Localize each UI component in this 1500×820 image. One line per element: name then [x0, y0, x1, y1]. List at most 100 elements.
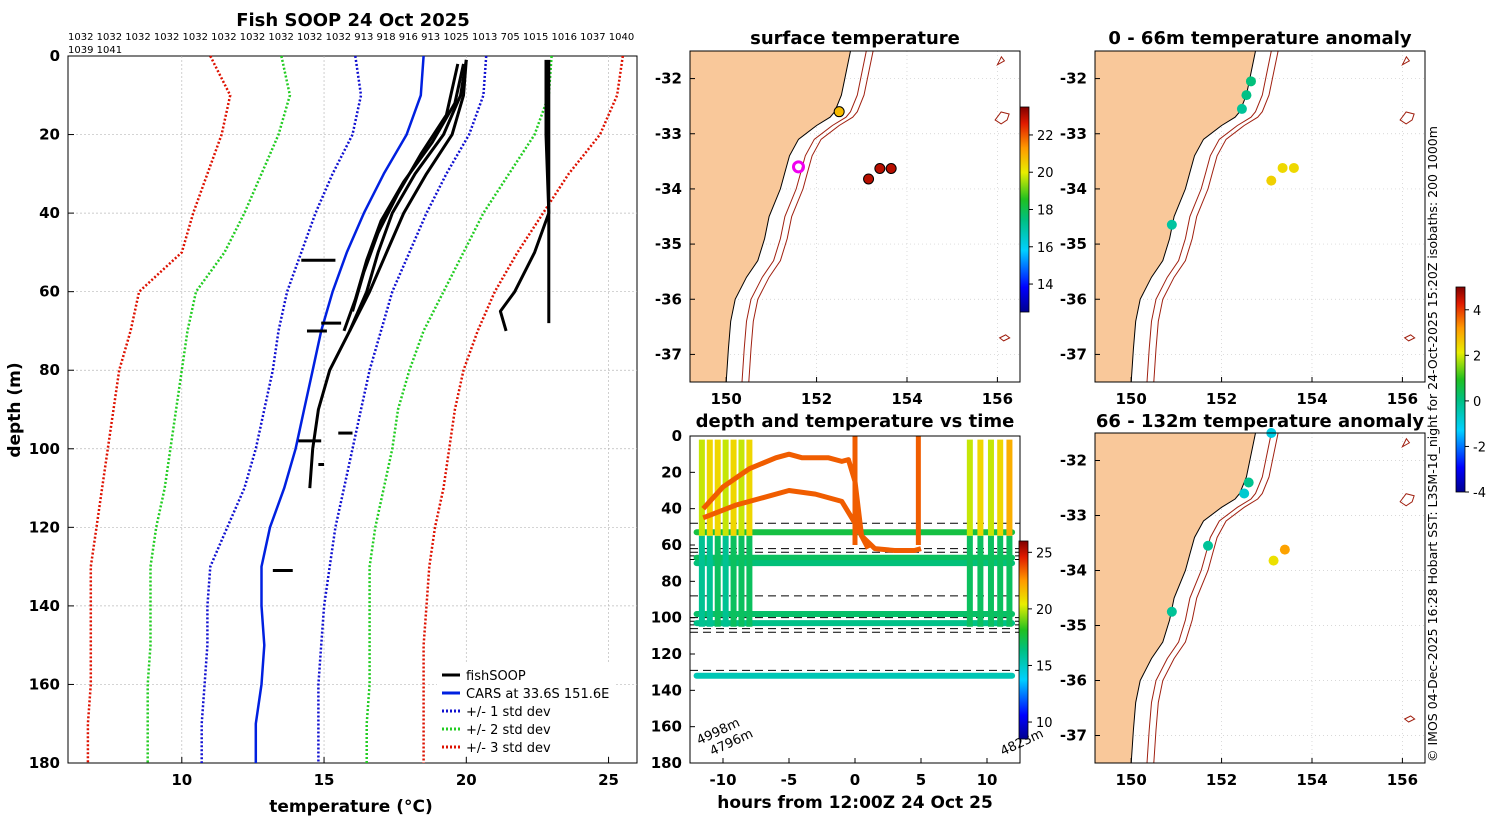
map-xtick-label: 152: [1206, 390, 1237, 408]
map-ytick-label: -37: [1060, 727, 1087, 745]
map-ytick-label: -37: [1060, 345, 1087, 363]
map-isobath-line: [1153, 432, 1279, 764]
profile-ylabel: depth (m): [5, 362, 25, 457]
map-data-point: [1203, 540, 1214, 551]
map-ytick-label: -34: [1060, 562, 1087, 580]
time-ytick-label: 120: [651, 645, 682, 663]
profile-line--3-std: [422, 55, 625, 763]
map-xtick-label: 150: [1116, 390, 1147, 408]
map-island-outline: [1403, 334, 1416, 342]
profile-xlabel: temperature (°C): [269, 797, 433, 817]
colorbar-tick-label: -2: [1473, 440, 1486, 455]
anomaly-0-66m-title: 0 - 66m temperature anomaly: [1108, 28, 1411, 49]
map-xtick-label: 150: [711, 390, 742, 408]
map-data-point: [1241, 90, 1252, 101]
map-island-outline: [1399, 493, 1415, 507]
colorbar-tick-label: 14: [1037, 278, 1054, 293]
time-surface-track: [701, 451, 922, 553]
map-island-outline: [1401, 437, 1411, 449]
map-xtick-label: 154: [1296, 771, 1327, 789]
profile-ytick-label: 140: [29, 597, 60, 615]
map-data-point: [1245, 76, 1256, 87]
colorbar-tick-label: 0: [1473, 395, 1481, 410]
map-ytick-label: -35: [655, 235, 682, 253]
profile-ytick-label: 20: [39, 126, 60, 144]
profile-xtick-label: 15: [314, 771, 335, 789]
legend-std2: +/- 2 std dev: [466, 723, 551, 738]
map-isobath-line: [1146, 432, 1272, 764]
legend-cars: CARS at 33.6S 151.6E: [466, 687, 609, 702]
legend-std3: +/- 3 std dev: [466, 741, 551, 756]
time-ytick-label: 60: [661, 536, 682, 554]
time-ytick-label: 100: [651, 609, 682, 627]
profile-ytick-label: 160: [29, 675, 60, 693]
profile-series: [86, 55, 625, 763]
map-ytick-label: -36: [1060, 672, 1087, 690]
map-ytick-label: -33: [1060, 507, 1087, 525]
surface-temperature-title: surface temperature: [750, 28, 960, 49]
legend-fishsoop: fishSOOP: [466, 669, 526, 684]
map-ytick-label: -37: [655, 345, 682, 363]
time-ytick-label: 20: [661, 463, 682, 481]
profile-line-fishsoop-d: [351, 63, 460, 312]
map-ytick-label: -32: [655, 70, 682, 88]
profile-xtick-label: 10: [171, 771, 192, 789]
time-xtick-label: 10: [977, 771, 998, 789]
profile-ytick-label: 100: [29, 440, 60, 458]
map-data-point: [1239, 488, 1250, 499]
map-data-point: [863, 173, 875, 185]
surface-temperature-map: 150 152 154 156 -32 -33 -34 -35 -36 -37: [655, 50, 1021, 408]
profile-title: Fish SOOP 24 Oct 2025: [236, 10, 470, 31]
time-xtick-label: 0: [850, 771, 860, 789]
profile-line-fishsoop-e: [498, 59, 551, 332]
map-ytick-label: -35: [1060, 235, 1087, 253]
map-ytick-label: -32: [1060, 70, 1087, 88]
map-data-point: [1277, 162, 1288, 173]
profile-line--3-std: [86, 55, 232, 763]
profile-xtick-label: 20: [456, 771, 477, 789]
profile-top-labels-row1: 1032 1032 1032 1032 1032 1032 1032 1032 …: [68, 32, 634, 43]
colorbar-tick-label: 18: [1037, 204, 1054, 219]
map-ytick-label: -34: [1060, 180, 1087, 198]
profile-line--2-std: [365, 55, 553, 763]
profile-line-fishsoop-b: [348, 59, 468, 332]
profile-line-cars: [254, 55, 425, 763]
map-data-point: [1166, 219, 1177, 230]
profile-grid: [68, 56, 637, 763]
map-ytick-label: -33: [1060, 125, 1087, 143]
colorbar-tick-label: 4: [1473, 304, 1481, 319]
anomaly-66-132m-map: 150 152 154 156 -32 -33 -34 -35 -36 -37: [1060, 428, 1426, 789]
colorbar-tick-label: 20: [1036, 603, 1053, 618]
time-ytick-label: 40: [661, 500, 682, 518]
map-ytick-label: -35: [1060, 617, 1087, 635]
map-isobath-line: [1153, 50, 1279, 383]
profile-ytick-label: 0: [50, 47, 60, 65]
colorbar-tick-label: 22: [1037, 129, 1054, 144]
map-data-point: [1166, 606, 1177, 617]
map-isobath-line: [1146, 50, 1272, 383]
depth-time-panel: -10 -5 0 5 100204060801001201401601804998m47…: [651, 427, 1046, 789]
map-island-outline: [998, 334, 1011, 342]
map-data-point: [874, 163, 886, 175]
map-data-point: [1266, 175, 1277, 186]
profile-axes-box: [67, 55, 638, 764]
map-ytick-label: -36: [655, 290, 682, 308]
map-data-point: [1268, 555, 1279, 566]
profile-legend: fishSOOP CARS at 33.6S 151.6E +/- 1 std …: [437, 664, 615, 756]
profile-ytick-label: 60: [39, 283, 60, 301]
map-xtick-label: 154: [891, 390, 922, 408]
colorbar-tick-label: 20: [1037, 166, 1054, 181]
time-ytick-label: 80: [661, 572, 682, 590]
time-ytick-label: 140: [651, 681, 682, 699]
map-data-point: [1288, 162, 1299, 173]
time-xtick-label: 5: [916, 771, 926, 789]
map-data-point: [1243, 477, 1254, 488]
map-isobath-line: [741, 50, 867, 383]
profile-line--1-std: [317, 55, 488, 763]
map-ytick-label: -34: [655, 180, 682, 198]
map-xtick-label: 150: [1116, 771, 1147, 789]
map-island-outline: [1401, 55, 1411, 67]
anomaly-0-66m-map: 150 152 154 156 -32 -33 -34 -35 -36 -37: [1060, 50, 1426, 408]
anomaly-colorbar: -4 -2 0 2 4: [1455, 286, 1486, 501]
